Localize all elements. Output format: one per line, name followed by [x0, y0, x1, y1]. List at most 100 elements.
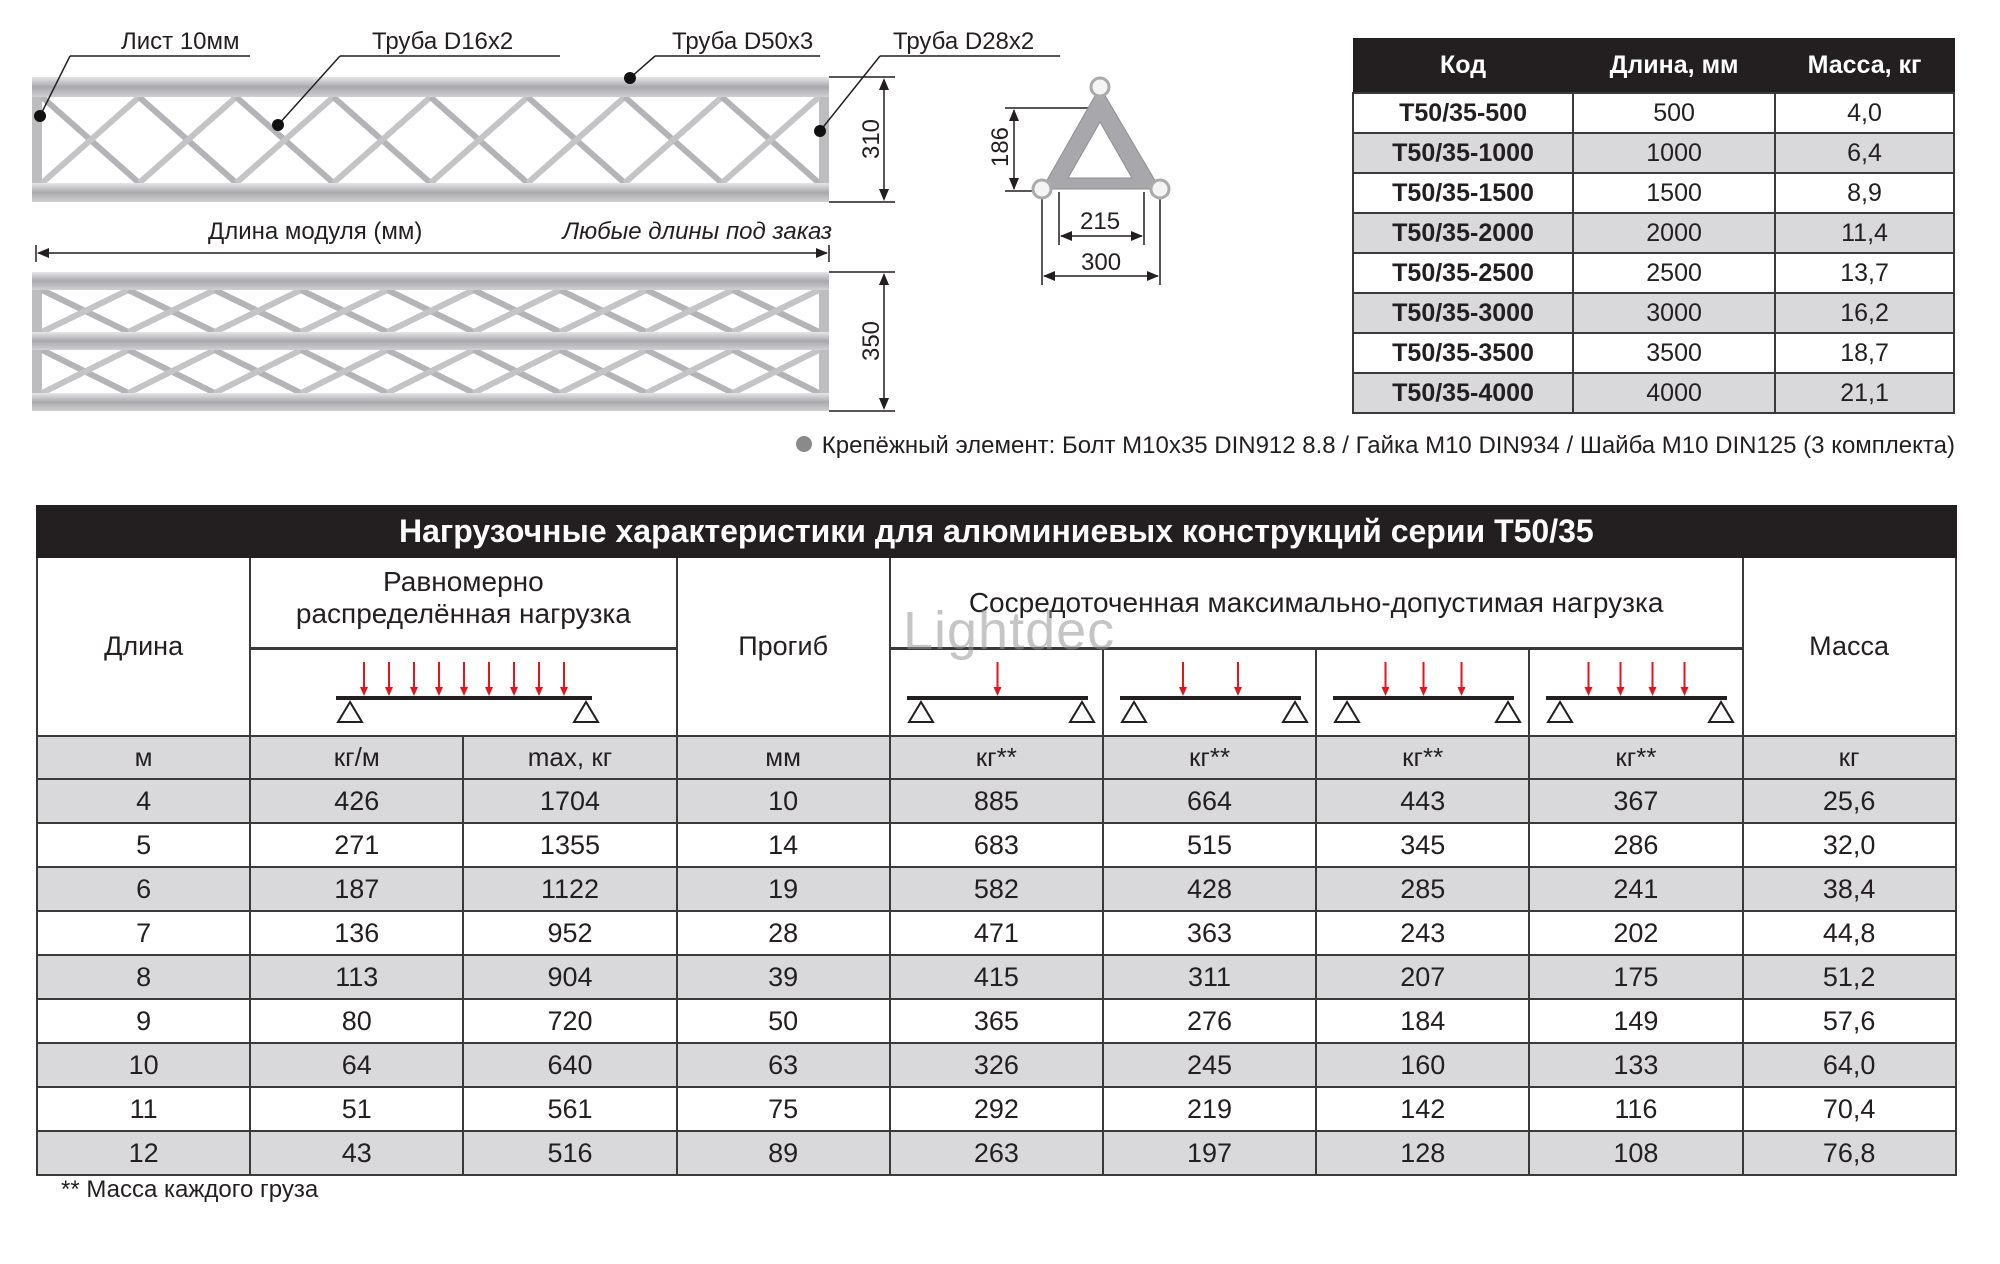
table-cell: 113	[249, 954, 465, 1000]
table-cell: 243	[1315, 910, 1531, 956]
dim-350: 350	[858, 320, 886, 362]
table-cell: 7	[35, 910, 252, 956]
unit-cell: кг**	[1315, 735, 1531, 780]
table-cell: 25,6	[1741, 778, 1957, 824]
table-row: 9 80 720 50 365 276 184 149 57,6	[35, 998, 1957, 1044]
table-cell: 89	[675, 1130, 891, 1176]
unit-cell: мм	[675, 735, 891, 780]
table-cell: 4	[35, 778, 252, 824]
support-icon	[1281, 700, 1309, 723]
header-deflection: Прогиб	[675, 556, 891, 737]
header-concentrated-load: Сосредоточенная максимально-допустимая н…	[888, 556, 1744, 650]
footnote: ** Масса каждого груза	[61, 1176, 319, 1203]
load-arrow-icon	[410, 662, 419, 696]
spec-length: 3000	[1572, 292, 1777, 334]
table-cell: 285	[1315, 866, 1531, 912]
spec-code: T50/35-1000	[1351, 132, 1575, 174]
table-cell: 428	[1101, 866, 1318, 912]
table-cell: 1355	[462, 822, 678, 868]
table-row: 11 51 561 75 292 219 142 116 70,4	[35, 1086, 1957, 1132]
table-cell: 311	[1101, 954, 1318, 1000]
table-cell: 14	[675, 822, 891, 868]
table-cell: 9	[35, 998, 252, 1044]
table-cell: 51,2	[1741, 954, 1957, 1000]
table-cell: 516	[462, 1130, 678, 1176]
fastener-note: Крепёжный элемент: Болт М10х35 DIN912 8.…	[795, 432, 1955, 460]
table-cell: 128	[1315, 1130, 1531, 1176]
table-cell: 426	[249, 778, 465, 824]
fastener-note-text: Крепёжный элемент: Болт М10х35 DIN912 8.…	[821, 432, 1955, 459]
table-cell: 51	[249, 1086, 465, 1132]
spec-table: Код Длина, мм Масса, кг T50/35-500 500 4,0…	[1351, 38, 1955, 414]
support-icon	[336, 700, 364, 723]
leader-lines	[39, 55, 1060, 132]
table-row: 10 64 640 63 326 245 160 133 64,0	[35, 1042, 1957, 1088]
spec-length: 2500	[1572, 252, 1777, 294]
table-cell: 471	[888, 910, 1104, 956]
table-cell: 175	[1528, 954, 1744, 1000]
table-cell: 63	[675, 1042, 891, 1088]
support-icon	[1707, 700, 1736, 723]
chord-tube	[32, 393, 829, 411]
spec-row: T50/35-1500 1500 8,9	[1351, 172, 1955, 214]
point-load-diagram-2	[1101, 647, 1318, 737]
table-cell: 75	[675, 1086, 891, 1132]
point-load-diagram-3	[1315, 647, 1531, 737]
load-arrow-icon	[1178, 662, 1187, 696]
units-row: м кг/м max, кг мм кг** кг** кг** кг** кг	[35, 735, 1957, 780]
load-arrow-icon	[1616, 662, 1625, 696]
table-cell: 133	[1528, 1042, 1744, 1088]
spec-code: T50/35-4000	[1351, 372, 1575, 414]
dim-186: 186	[987, 126, 1015, 168]
spec-length: 500	[1572, 92, 1777, 134]
table-cell: 197	[1101, 1130, 1318, 1176]
spec-mass: 13,7	[1774, 252, 1955, 294]
table-cell: 184	[1315, 998, 1531, 1044]
table-cell: 160	[1315, 1042, 1531, 1088]
table-cell: 142	[1315, 1086, 1531, 1132]
load-arrow-icon	[510, 662, 519, 696]
spec-length: 3500	[1572, 332, 1777, 374]
support-icon	[1546, 700, 1575, 723]
label-any-length: Любые длины под заказ	[562, 218, 832, 245]
load-arrow-icon	[360, 662, 369, 696]
table-cell: 116	[1528, 1086, 1744, 1132]
load-arrow-icon	[1233, 662, 1242, 696]
load-arrow-icon	[560, 662, 569, 696]
chord-tube	[32, 272, 829, 290]
unit-cell: м	[35, 735, 252, 780]
spec-row: T50/35-3500 3500 18,7	[1351, 332, 1955, 374]
load-arrow-icon	[1680, 662, 1689, 696]
spec-row: T50/35-4000 4000 21,1	[1351, 372, 1955, 414]
table-cell: 263	[888, 1130, 1104, 1176]
table-cell: 561	[462, 1086, 678, 1132]
dim-310: 310	[858, 118, 886, 160]
spec-mass: 18,7	[1774, 332, 1955, 374]
spec-mass: 21,1	[1774, 372, 1955, 414]
load-table: Нагрузочные характеристики для алюминиев…	[35, 505, 1957, 1176]
table-row: 12 43 516 89 263 197 128 108 76,8	[35, 1130, 1957, 1176]
point-load-diagram-1	[888, 647, 1104, 737]
spec-length: 4000	[1572, 372, 1777, 414]
table-cell: 10	[35, 1042, 252, 1088]
spec-mass: 16,2	[1774, 292, 1955, 334]
spec-row: T50/35-2000 2000 11,4	[1351, 212, 1955, 254]
truss-side-view-bottom	[32, 272, 829, 411]
table-cell: 365	[888, 998, 1104, 1044]
table-cell: 5	[35, 822, 252, 868]
unit-cell: кг**	[1101, 735, 1318, 780]
table-cell: 50	[675, 998, 891, 1044]
table-cell: 683	[888, 822, 1104, 868]
table-cell: 202	[1528, 910, 1744, 956]
load-arrow-icon	[1381, 662, 1390, 696]
spec-code: T50/35-3500	[1351, 332, 1575, 374]
label-tube-d28: Труба D28x2	[893, 28, 1035, 55]
table-cell: 345	[1315, 822, 1531, 868]
table-row: 5 271 1355 14 683 515 345 286 32,0	[35, 822, 1957, 868]
spec-code: T50/35-1500	[1351, 172, 1575, 214]
table-cell: 885	[888, 778, 1104, 824]
table-cell: 12	[35, 1130, 252, 1176]
header-length: Длина	[35, 556, 252, 737]
table-row: 7 136 952 28 471 363 243 202 44,8	[35, 910, 1957, 956]
spec-length: 2000	[1572, 212, 1777, 254]
